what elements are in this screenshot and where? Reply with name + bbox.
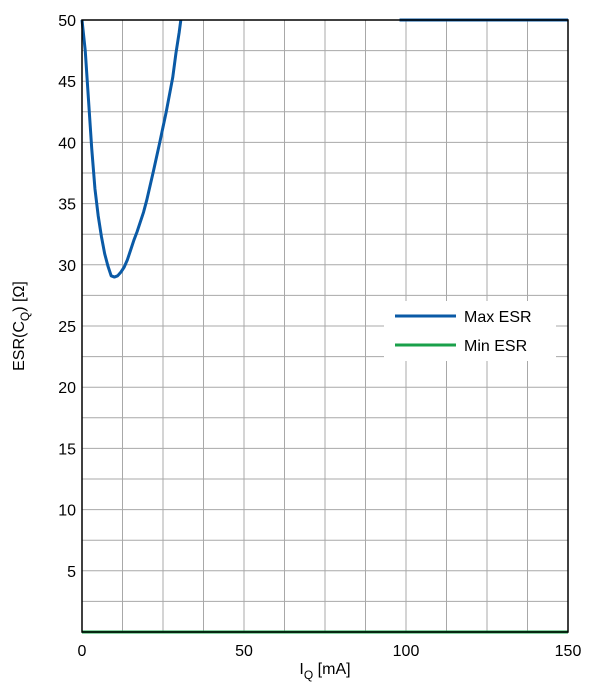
y-tick-label: 5 — [67, 564, 76, 581]
y-tick-label: 40 — [58, 135, 76, 152]
y-tick-label: 35 — [58, 197, 76, 214]
y-axis-label-main: ESR(C — [11, 321, 28, 371]
legend: Max ESR Min ESR — [384, 301, 556, 361]
x-axis-label-main: I — [299, 661, 303, 678]
x-tick-label: 150 — [555, 643, 582, 660]
x-axis-label: IQ [mA] — [299, 661, 350, 682]
legend-label-max-esr: Max ESR — [464, 309, 532, 326]
tick-labels: 0 50 100 150 5 10 15 20 25 30 35 40 45 50 — [58, 13, 581, 660]
y-tick-label: 25 — [58, 319, 76, 336]
y-tick-label: 20 — [58, 380, 76, 397]
legend-box — [384, 301, 556, 361]
y-axis-label: ESR(CQ) [Ω] — [11, 281, 32, 371]
y-tick-label: 10 — [58, 503, 76, 520]
y-tick-label: 30 — [58, 258, 76, 275]
x-axis-label-sub: Q — [304, 668, 313, 682]
y-axis-label-sub: Q — [18, 312, 32, 321]
legend-label-min-esr: Min ESR — [464, 338, 527, 355]
series-line-max-esr — [80, 19, 183, 279]
x-tick-label: 100 — [393, 643, 420, 660]
y-tick-label: 45 — [58, 74, 76, 91]
y-tick-label: 15 — [58, 441, 76, 458]
x-tick-label: 50 — [235, 643, 253, 660]
x-tick-label: 0 — [78, 643, 87, 660]
y-tick-label: 50 — [58, 13, 76, 30]
plot-frame — [81, 19, 569, 633]
x-axis-label-suffix: [mA] — [313, 661, 350, 678]
y-axis-label-suffix: ) [Ω] — [11, 281, 28, 312]
